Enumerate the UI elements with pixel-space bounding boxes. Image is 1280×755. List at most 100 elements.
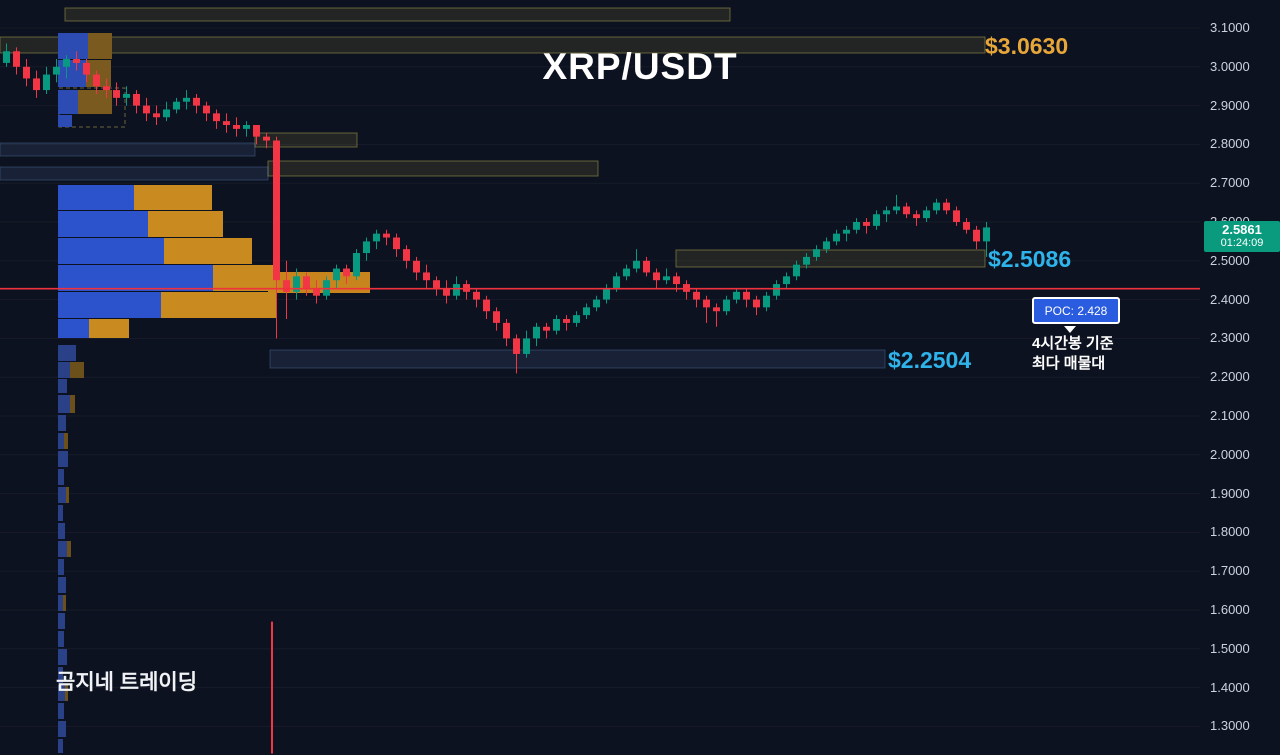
volume-profile-bar-buy [58,185,134,210]
candle-body [123,93,130,98]
volume-profile-bar-buy [58,33,88,59]
volume-profile-bar-sell [66,487,69,503]
volume-profile-bar-buy [58,667,63,683]
candle-body [953,210,960,222]
candle-body [543,326,550,331]
poc-label-text: POC: 2.428 [1044,303,1108,318]
candle-body [3,51,10,63]
candle-body [423,272,430,281]
candle-body [453,284,460,296]
candle-body [943,202,950,211]
volume-profile-bar-buy [58,362,70,378]
poc-label[interactable]: POC: 2.428 [1032,297,1120,324]
candle-body [923,210,930,219]
supply-zone[interactable] [0,36,986,54]
candle-body [633,260,640,269]
candle-body [743,291,750,300]
axis-tick-label: 1.7000 [1210,563,1250,579]
candle-body [223,121,230,125]
candle-body [533,326,540,339]
candle-body [293,276,300,292]
supply-zone[interactable] [0,166,269,181]
candle-body [933,202,940,211]
candle-body [733,291,740,300]
last-price-tag: 2.5861 01:24:09 [1204,221,1280,252]
poc-pointer-icon [1064,326,1076,333]
candle-body [203,105,210,114]
volume-profile-bar-sell [134,185,212,210]
candle-body [823,241,830,250]
candle-body [113,90,120,98]
candle-body [93,74,100,87]
volume-profile-bar-sell [164,238,252,264]
candle-body [903,206,910,215]
volume-profile-bar-buy [58,505,63,521]
candle-body [573,315,580,323]
candle-body [853,222,860,230]
candle-body [433,280,440,288]
volume-profile-bar-buy [58,721,66,737]
volume-profile-bar-sell [161,292,277,318]
candle-body [363,241,370,254]
volume-profile-bar-buy [58,90,78,114]
candle-body [593,299,600,308]
candle-body [843,229,850,234]
supply-zone[interactable] [269,349,886,369]
volume-profile-bar-buy [58,631,64,647]
candle-body [973,229,980,242]
candle-body [613,276,620,288]
volume-profile-bar-sell [65,685,68,701]
candle-body [313,287,320,296]
candle-body [473,291,480,300]
supply-zone[interactable] [675,249,986,268]
volume-profile-bar-buy [58,379,67,393]
candle-body [213,113,220,122]
supply-zone[interactable] [0,142,256,157]
axis-tick-label: 1.8000 [1210,524,1250,540]
supply-zone[interactable] [64,7,731,22]
candle-body [443,287,450,296]
axis-tick-label: 1.6000 [1210,602,1250,617]
candle-body [233,125,240,129]
axis-tick-label: 3.1000 [1210,20,1250,35]
candle-body [73,59,80,63]
candle-body [833,233,840,242]
candle-body [583,307,590,316]
axis-tick-label: 1.5000 [1210,640,1250,656]
price-axis[interactable]: 3.10003.00002.90002.80002.70002.60002.50… [1200,0,1280,755]
candle-body [663,276,670,281]
price-level-label-2-5086: $2.5086 [988,246,1072,272]
candle-body [703,299,710,308]
axis-tick-label: 3.0000 [1210,58,1250,74]
volume-profile-bar-buy [58,345,76,361]
candle-body [393,237,400,250]
candle-body [413,260,420,273]
supply-zone[interactable] [254,132,358,148]
candle-body [723,299,730,312]
candle-body [983,227,990,242]
candle-body [303,276,310,288]
volume-profile-bar-buy [58,649,67,665]
candle-body [273,140,280,281]
candle-body [803,256,810,265]
candle-body [863,222,870,226]
candle-body [103,86,110,91]
candle-body [173,101,180,110]
volume-profile-bar-sell [88,33,112,59]
candle-body [13,51,20,67]
candle-body [673,276,680,285]
candle-countdown: 01:24:09 [1220,237,1264,249]
candle-body [143,105,150,114]
candle-body [83,62,90,75]
candle-body [783,276,790,285]
candle-body [653,272,660,281]
volume-profile-bar-sell [89,319,129,338]
supply-zone[interactable] [267,160,599,177]
volume-profile-bar-buy [58,433,64,449]
axis-tick-label: 1.9000 [1210,485,1250,501]
axis-tick-label: 1.3000 [1210,718,1250,734]
volume-profile-bar-sell [64,433,68,449]
volume-profile-bar-buy [58,292,161,318]
candle-body [893,206,900,211]
